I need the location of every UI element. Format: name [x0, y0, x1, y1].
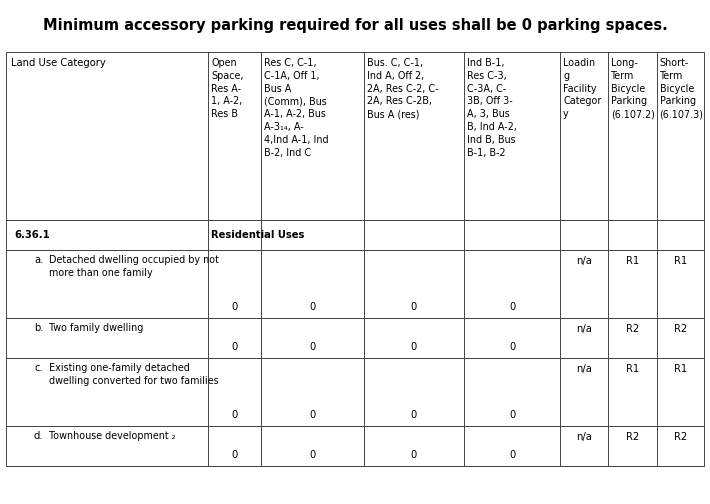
Text: R1: R1 [626, 364, 639, 374]
Text: Long-
Term
Bicycle
Parking
(6.107.2): Long- Term Bicycle Parking (6.107.2) [611, 58, 655, 119]
Text: 6.36.1: 6.36.1 [15, 230, 50, 240]
Bar [6, 52, 704, 220]
Text: Short-
Term
Bicycle
Parking
(6.107.3): Short- Term Bicycle Parking (6.107.3) [660, 58, 704, 119]
Text: c.: c. [35, 363, 43, 373]
Text: 0: 0 [411, 450, 417, 460]
Text: a.: a. [34, 255, 43, 265]
Text: 0: 0 [231, 342, 238, 352]
Text: R1: R1 [674, 364, 687, 374]
Text: Townhouse development ₂: Townhouse development ₂ [48, 431, 175, 441]
Text: 0: 0 [509, 450, 515, 460]
Text: Two family dwelling: Two family dwelling [48, 323, 143, 333]
Text: b.: b. [34, 323, 43, 333]
Text: n/a: n/a [577, 364, 592, 374]
Text: d.: d. [34, 431, 43, 441]
Text: 0: 0 [231, 302, 238, 312]
Text: R2: R2 [674, 432, 687, 442]
Bar [6, 318, 704, 358]
Text: 0: 0 [411, 302, 417, 312]
Text: Bus. C, C-1,
Ind A, Off 2,
2A, Res C-2, C-
2A, Res C-2B,
Bus A (res): Bus. C, C-1, Ind A, Off 2, 2A, Res C-2, … [367, 58, 439, 119]
Text: 0: 0 [509, 410, 515, 420]
Text: Ind B-1,
Res C-3,
C-3A, C-
3B, Off 3-
A, 3, Bus
B, Ind A-2,
Ind B, Bus
B-1, B-2: Ind B-1, Res C-3, C-3A, C- 3B, Off 3- A,… [467, 58, 517, 158]
Text: 0: 0 [231, 410, 238, 420]
Text: Residential Uses: Residential Uses [212, 230, 305, 240]
Text: n/a: n/a [577, 324, 592, 334]
Bar [6, 426, 704, 466]
Bar [6, 220, 704, 250]
Text: Detached dwelling occupied by not
more than one family: Detached dwelling occupied by not more t… [48, 255, 219, 278]
Text: 0: 0 [411, 410, 417, 420]
Text: 0: 0 [310, 410, 315, 420]
Bar [6, 358, 704, 426]
Text: Open
Space,
Res A-
1, A-2,
Res B: Open Space, Res A- 1, A-2, Res B [212, 58, 244, 119]
Text: 0: 0 [310, 302, 315, 312]
Text: Existing one-family detached
dwelling converted for two families: Existing one-family detached dwelling co… [48, 363, 218, 386]
Text: Res C, C-1,
C-1A, Off 1,
Bus A
(Comm), Bus
A-1, A-2, Bus
A-3₁₄, A-
4,Ind A-1, In: Res C, C-1, C-1A, Off 1, Bus A (Comm), B… [264, 58, 329, 158]
Text: n/a: n/a [577, 256, 592, 266]
Text: R2: R2 [626, 432, 639, 442]
Text: Land Use Category: Land Use Category [11, 58, 106, 68]
Text: 0: 0 [509, 302, 515, 312]
Text: 0: 0 [310, 450, 315, 460]
Text: R1: R1 [626, 256, 639, 266]
Text: Minimum accessory parking required for all uses shall be 0 parking spaces.: Minimum accessory parking required for a… [43, 18, 667, 33]
Text: 0: 0 [509, 342, 515, 352]
Text: n/a: n/a [577, 432, 592, 442]
Text: R2: R2 [674, 324, 687, 334]
Text: R1: R1 [674, 256, 687, 266]
Text: 0: 0 [411, 342, 417, 352]
Bar [6, 250, 704, 318]
Text: Loadin
g
Facility
Categor
y: Loadin g Facility Categor y [563, 58, 601, 119]
Text: 0: 0 [310, 342, 315, 352]
Text: 0: 0 [231, 450, 238, 460]
Text: R2: R2 [626, 324, 639, 334]
